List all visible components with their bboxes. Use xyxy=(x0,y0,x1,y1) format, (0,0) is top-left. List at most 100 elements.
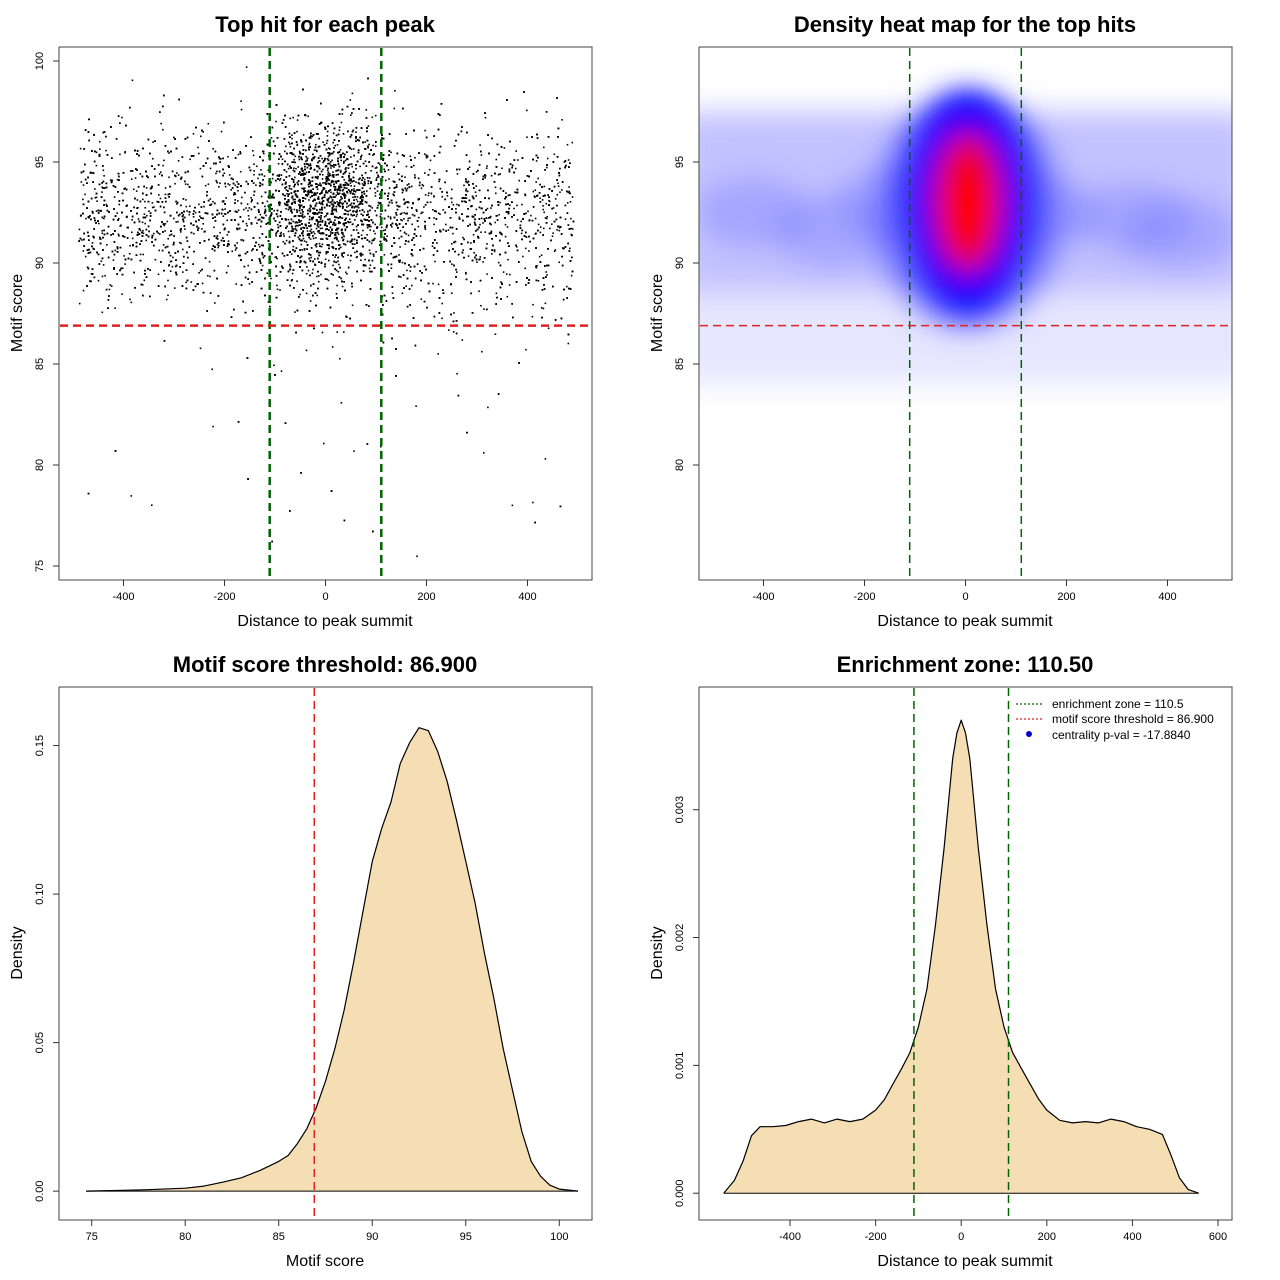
scatter-point xyxy=(451,201,453,204)
scatter-point xyxy=(475,185,477,187)
scatter-point xyxy=(371,116,374,119)
scatter-point xyxy=(401,261,404,264)
scatter-point xyxy=(144,222,146,225)
scatter-point xyxy=(121,267,124,269)
scatter-point xyxy=(346,206,348,208)
scatter-point xyxy=(333,166,335,168)
scatter-point xyxy=(340,402,343,404)
scatter-point xyxy=(321,212,323,214)
scatter-point xyxy=(167,279,169,282)
scatter-point xyxy=(429,159,432,162)
scatter-point xyxy=(168,152,170,154)
scatter-point xyxy=(78,302,81,305)
scatter-point xyxy=(306,230,309,232)
scatter-point xyxy=(296,144,298,146)
scatter-point xyxy=(228,174,231,176)
scatter-point xyxy=(94,196,97,199)
scatter-point xyxy=(555,212,557,214)
scatter-point xyxy=(130,178,133,180)
scatter-point xyxy=(374,114,377,117)
scatter-point xyxy=(480,217,483,220)
scatter-point xyxy=(373,255,375,257)
scatter-point xyxy=(101,230,104,232)
scatter-point xyxy=(456,372,458,375)
scatter-point xyxy=(231,250,233,253)
scatter-point xyxy=(326,135,329,137)
scatter-point xyxy=(341,285,344,288)
scatter-point xyxy=(178,241,181,244)
scatter-point xyxy=(451,188,453,191)
scatter-point xyxy=(157,232,160,234)
scatter-point xyxy=(405,190,408,192)
scatter-point xyxy=(276,284,278,287)
scatter-point xyxy=(332,141,334,144)
scatter-point xyxy=(370,170,372,172)
scatter-point xyxy=(173,136,175,139)
scatter-point xyxy=(108,288,111,291)
scatter-point xyxy=(248,207,251,209)
scatter-point xyxy=(369,229,371,231)
scatter-point xyxy=(177,220,179,223)
scatter-point xyxy=(166,220,169,223)
scatter-point xyxy=(364,258,366,261)
scatter-point xyxy=(568,186,570,188)
scatter-point xyxy=(289,146,292,148)
scatter-point xyxy=(260,225,262,228)
scatter-point xyxy=(414,156,416,159)
scatter-point xyxy=(228,184,231,186)
scatter-point xyxy=(294,155,297,158)
scatter-point xyxy=(327,162,329,165)
scatter-point xyxy=(211,368,213,371)
scatter-point xyxy=(248,282,251,285)
scatter-point xyxy=(305,241,308,243)
scatter-point xyxy=(96,200,98,202)
scatter-point xyxy=(553,153,556,156)
scatter-point xyxy=(290,188,293,190)
scatter-point xyxy=(345,187,348,189)
scatter-point xyxy=(158,194,160,196)
scatter-point xyxy=(475,208,478,211)
scatter-point xyxy=(297,215,300,217)
scatter-point xyxy=(296,280,298,282)
scatter-point xyxy=(296,181,299,184)
scatter-point xyxy=(297,200,300,202)
scatter-point xyxy=(322,141,324,143)
scatter-point xyxy=(282,233,285,235)
scatter-point xyxy=(285,207,287,210)
scatter-point xyxy=(291,201,294,204)
scatter-point xyxy=(485,167,488,169)
scatter-point xyxy=(220,130,223,133)
scatter-point xyxy=(199,167,202,170)
scatter-point xyxy=(446,195,449,197)
scatter-point xyxy=(401,219,403,222)
scatter-point xyxy=(258,243,260,246)
scatter-point xyxy=(109,284,112,286)
scatter-point xyxy=(185,199,187,201)
scatter-point xyxy=(286,193,288,195)
scatter-point xyxy=(172,256,174,259)
scatter-point xyxy=(118,217,120,220)
scatter-point xyxy=(309,230,311,232)
scatter-point xyxy=(293,208,296,211)
scatter-point xyxy=(317,175,319,178)
scatter-point xyxy=(327,155,330,158)
scatter-point xyxy=(358,183,361,185)
scatter-point xyxy=(318,137,320,140)
scatter-point xyxy=(245,207,247,209)
scatter-point xyxy=(129,244,131,247)
scatter-point xyxy=(551,235,554,237)
scatter-point xyxy=(330,167,332,169)
scatter-point xyxy=(507,258,509,261)
scatter-point xyxy=(479,223,481,226)
scatter-point xyxy=(406,269,408,272)
scatter-point xyxy=(271,177,274,180)
scatter-point xyxy=(230,189,232,191)
scatter-point xyxy=(423,153,426,155)
scatter-point xyxy=(424,228,427,230)
scatter-point xyxy=(102,264,105,266)
scatter-point xyxy=(366,190,368,192)
scatter-point xyxy=(374,167,377,169)
scatter-point xyxy=(201,228,203,230)
scatter-point xyxy=(346,210,348,213)
scatter-point xyxy=(101,191,103,193)
